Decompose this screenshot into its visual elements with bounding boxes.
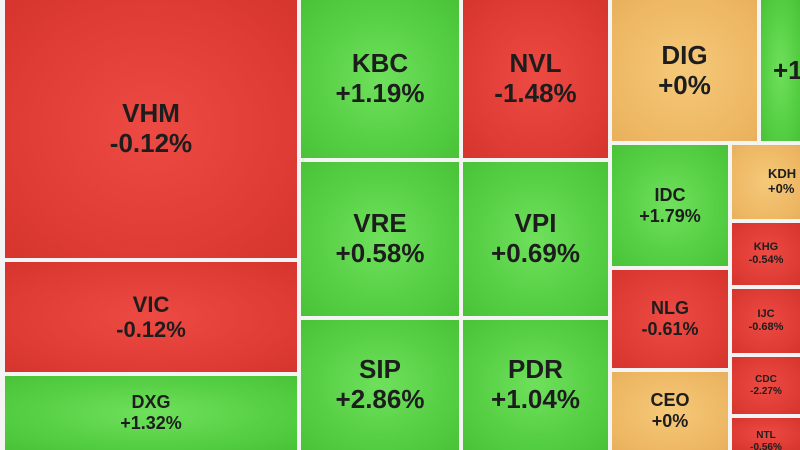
change-label: +0% (658, 69, 711, 100)
change-label: +0% (768, 181, 795, 196)
tile-vhm[interactable]: VHM -0.12% (5, 0, 297, 258)
change-label: -0.12% (109, 128, 193, 158)
ticker-label: CDC (755, 374, 777, 385)
tile-nlg[interactable]: NLG -0.61% (612, 270, 728, 368)
change-label: +1.04% (491, 384, 580, 414)
change-label: -0.12% (116, 317, 186, 342)
ticker-label: IDC (654, 184, 686, 205)
tile-vre[interactable]: VRE +0.58% (301, 162, 459, 316)
ticker-label: PDR (508, 354, 563, 385)
change-label: +0.58% (335, 238, 425, 268)
change-label: -2.27% (750, 385, 782, 397)
ticker-label: CEO (650, 390, 690, 411)
change-label: +1.79% (639, 205, 701, 226)
ticker-label: NVL (509, 48, 562, 79)
tile-ijc[interactable]: IJC -0.68% (732, 289, 800, 353)
ticker-label: KHG (753, 241, 779, 254)
tile-idc[interactable]: IDC +1.79% (612, 145, 728, 266)
tile-khg[interactable]: KHG -0.54% (732, 223, 800, 285)
ticker-label: SIP (359, 354, 401, 385)
tile-pdr[interactable]: PDR +1.04% (463, 320, 608, 450)
ticker-label: VHM (122, 98, 180, 129)
ticker-label: VPI (514, 208, 557, 239)
ticker-label: NTL (756, 430, 776, 441)
ticker-label: KBC (351, 48, 409, 79)
tile-cdc[interactable]: CDC -2.27% (732, 357, 800, 414)
tile-partial-right[interactable]: +1 (761, 0, 800, 141)
change-label: -1.48% (494, 78, 577, 108)
change-label: +2.86% (335, 384, 425, 414)
change-label: +0% (651, 411, 689, 431)
change-label: -0.56% (750, 441, 782, 450)
ticker-label: NLG (651, 298, 689, 319)
tile-dig[interactable]: DIG +0% (612, 0, 757, 141)
change-label: -0.61% (641, 319, 699, 339)
tile-nvl[interactable]: NVL -1.48% (463, 0, 608, 158)
tile-ntl[interactable]: NTL -0.56% (732, 418, 800, 450)
ticker-label: VIC (132, 291, 170, 317)
change-label: +0.69% (491, 238, 580, 268)
change-label: +1.19% (335, 78, 425, 108)
tile-vic[interactable]: VIC -0.12% (5, 262, 297, 372)
tile-vpi[interactable]: VPI +0.69% (463, 162, 608, 316)
tile-sip[interactable]: SIP +2.86% (301, 320, 459, 450)
ticker-label: IJC (757, 308, 775, 321)
tile-ceo[interactable]: CEO +0% (612, 372, 728, 450)
change-label: +1.32% (120, 413, 182, 433)
ticker-label: DIG (661, 39, 708, 70)
ticker-label: DXG (131, 392, 171, 413)
ticker-label: KDH (768, 166, 797, 182)
change-label: -0.68% (748, 321, 784, 333)
tile-kdh[interactable]: KDH +0% (732, 145, 800, 219)
tile-kbc[interactable]: KBC +1.19% (301, 0, 459, 158)
change-label: -0.54% (748, 254, 784, 266)
tile-dxg[interactable]: DXG +1.32% (5, 376, 297, 450)
change-label: +1 (773, 54, 800, 85)
ticker-label: VRE (353, 208, 407, 239)
